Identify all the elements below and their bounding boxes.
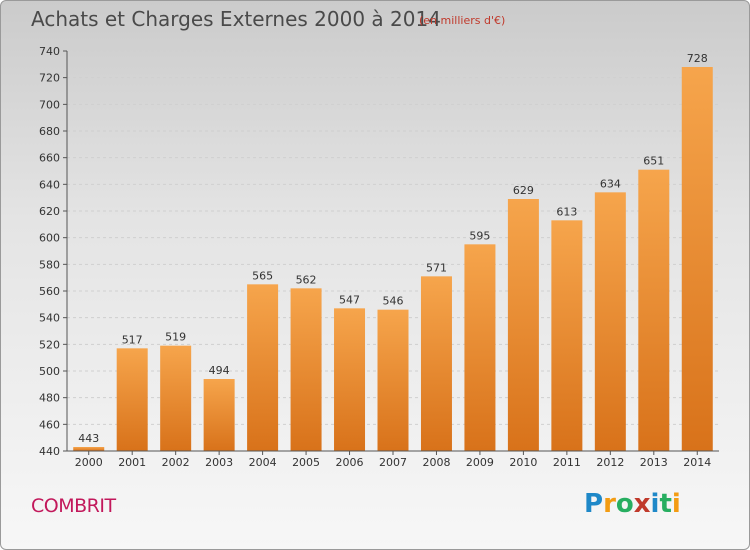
- y-tick-label: 700: [39, 98, 60, 111]
- data-label: 629: [513, 184, 534, 197]
- bar: [420, 276, 452, 451]
- data-label: 595: [469, 229, 490, 242]
- bar: [551, 220, 583, 451]
- logo-letter: i: [650, 489, 660, 519]
- logo-letter: r: [603, 489, 616, 519]
- y-tick-label: 540: [39, 312, 60, 325]
- data-label: 562: [296, 273, 317, 286]
- data-label: 494: [209, 364, 230, 377]
- x-tick-label: 2002: [162, 456, 190, 469]
- bar: [681, 67, 713, 451]
- data-label: 728: [687, 52, 708, 65]
- x-tick-label: 2013: [640, 456, 668, 469]
- bar: [247, 284, 279, 451]
- logo-letter: i: [671, 489, 681, 519]
- logo-letter: t: [659, 489, 672, 519]
- x-tick-label: 2006: [336, 456, 364, 469]
- y-tick-label: 640: [39, 178, 60, 191]
- y-tick-label: 500: [39, 365, 60, 378]
- data-label: 517: [122, 333, 143, 346]
- data-label: 519: [165, 331, 186, 344]
- y-tick-label: 740: [39, 45, 60, 58]
- logo-letter: P: [584, 489, 604, 519]
- y-tick-label: 660: [39, 152, 60, 165]
- x-tick-label: 2014: [683, 456, 711, 469]
- y-tick-label: 580: [39, 258, 60, 271]
- y-tick-label: 480: [39, 392, 60, 405]
- bar: [377, 309, 409, 451]
- data-label: 546: [383, 295, 404, 308]
- x-tick-label: 2007: [379, 456, 407, 469]
- y-tick-label: 680: [39, 125, 60, 138]
- x-tick-label: 2008: [422, 456, 450, 469]
- data-label: 571: [426, 261, 447, 274]
- data-label: 613: [556, 205, 577, 218]
- x-tick-label: 2011: [553, 456, 581, 469]
- bar: [116, 348, 148, 451]
- y-tick-label: 440: [39, 445, 60, 458]
- y-tick-label: 600: [39, 232, 60, 245]
- x-tick-label: 2012: [596, 456, 624, 469]
- data-label: 651: [643, 155, 664, 168]
- chart-unit: (en milliers d'€): [419, 14, 506, 27]
- logo-letter: x: [633, 489, 651, 519]
- bar: [594, 192, 626, 452]
- x-tick-label: 2010: [509, 456, 537, 469]
- x-tick-label: 2004: [249, 456, 277, 469]
- data-label: 634: [600, 177, 621, 190]
- bar: [73, 447, 105, 451]
- chart-title: Achats et Charges Externes 2000 à 2014: [31, 7, 441, 31]
- bar: [160, 345, 192, 451]
- data-label: 443: [78, 432, 99, 445]
- x-tick-label: 2005: [292, 456, 320, 469]
- logo-letter: o: [615, 489, 634, 519]
- commune-name: COMBRIT: [31, 495, 116, 517]
- x-tick-label: 2009: [466, 456, 494, 469]
- x-tick-label: 2000: [75, 456, 103, 469]
- bar: [507, 199, 539, 451]
- x-tick-label: 2001: [118, 456, 146, 469]
- bar: [334, 308, 366, 451]
- y-tick-label: 520: [39, 338, 60, 351]
- data-label: 565: [252, 269, 273, 282]
- x-tick-label: 2003: [205, 456, 233, 469]
- bar: [638, 169, 670, 451]
- proxiti-logo: Proxiti: [584, 489, 681, 519]
- y-tick-label: 720: [39, 72, 60, 85]
- y-tick-label: 620: [39, 205, 60, 218]
- bar: [290, 288, 322, 451]
- y-tick-label: 560: [39, 285, 60, 298]
- bar: [203, 379, 235, 451]
- data-label: 547: [339, 293, 360, 306]
- bar: [464, 244, 496, 451]
- y-tick-label: 460: [39, 418, 60, 431]
